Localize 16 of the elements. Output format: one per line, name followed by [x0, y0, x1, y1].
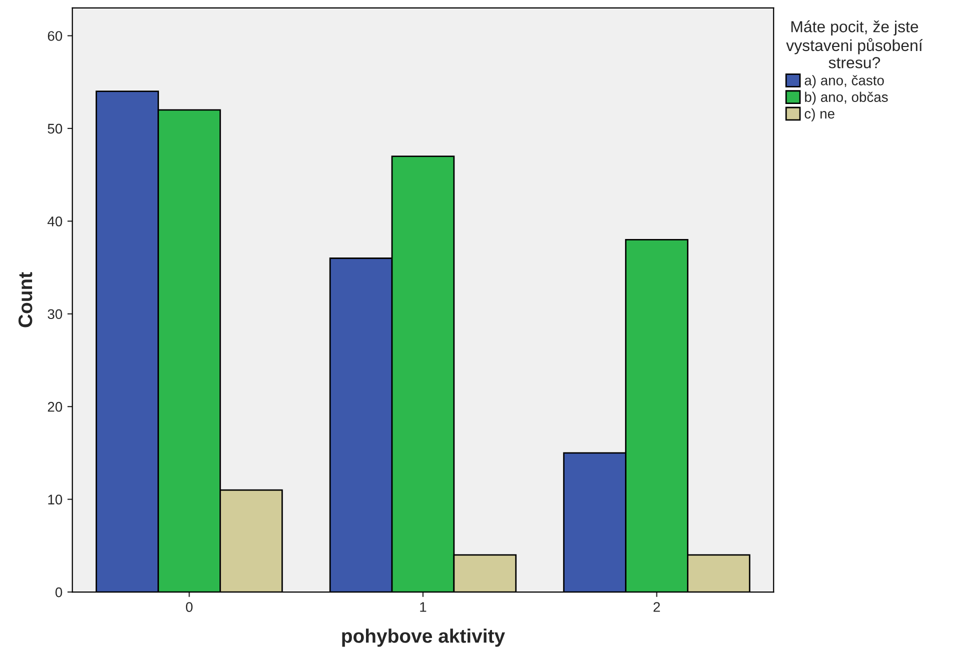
y-tick-label: 60 — [48, 31, 62, 41]
legend-label: b) ano, občas — [805, 92, 888, 105]
legend-title: Máte pocit, že jste vystaveni působení stresu? — [786, 20, 923, 68]
legend-label: c) ne — [804, 108, 834, 122]
y-axis-title: Count — [18, 272, 32, 328]
x-tick-label: 2 — [654, 602, 660, 612]
y-tick-label: 10 — [48, 494, 62, 504]
x-tick-label: 0 — [186, 602, 193, 612]
y-tick-label: 0 — [55, 587, 62, 598]
y-tick-label: 40 — [48, 216, 62, 226]
y-tick-label: 50 — [48, 124, 62, 134]
x-axis-title: pohybove aktivity — [342, 628, 506, 647]
y-tick-label: 20 — [48, 402, 62, 412]
legend-label: a) ano, často — [804, 75, 884, 88]
x-tick-label: 1 — [420, 602, 426, 612]
y-tick-label: 30 — [48, 309, 62, 320]
